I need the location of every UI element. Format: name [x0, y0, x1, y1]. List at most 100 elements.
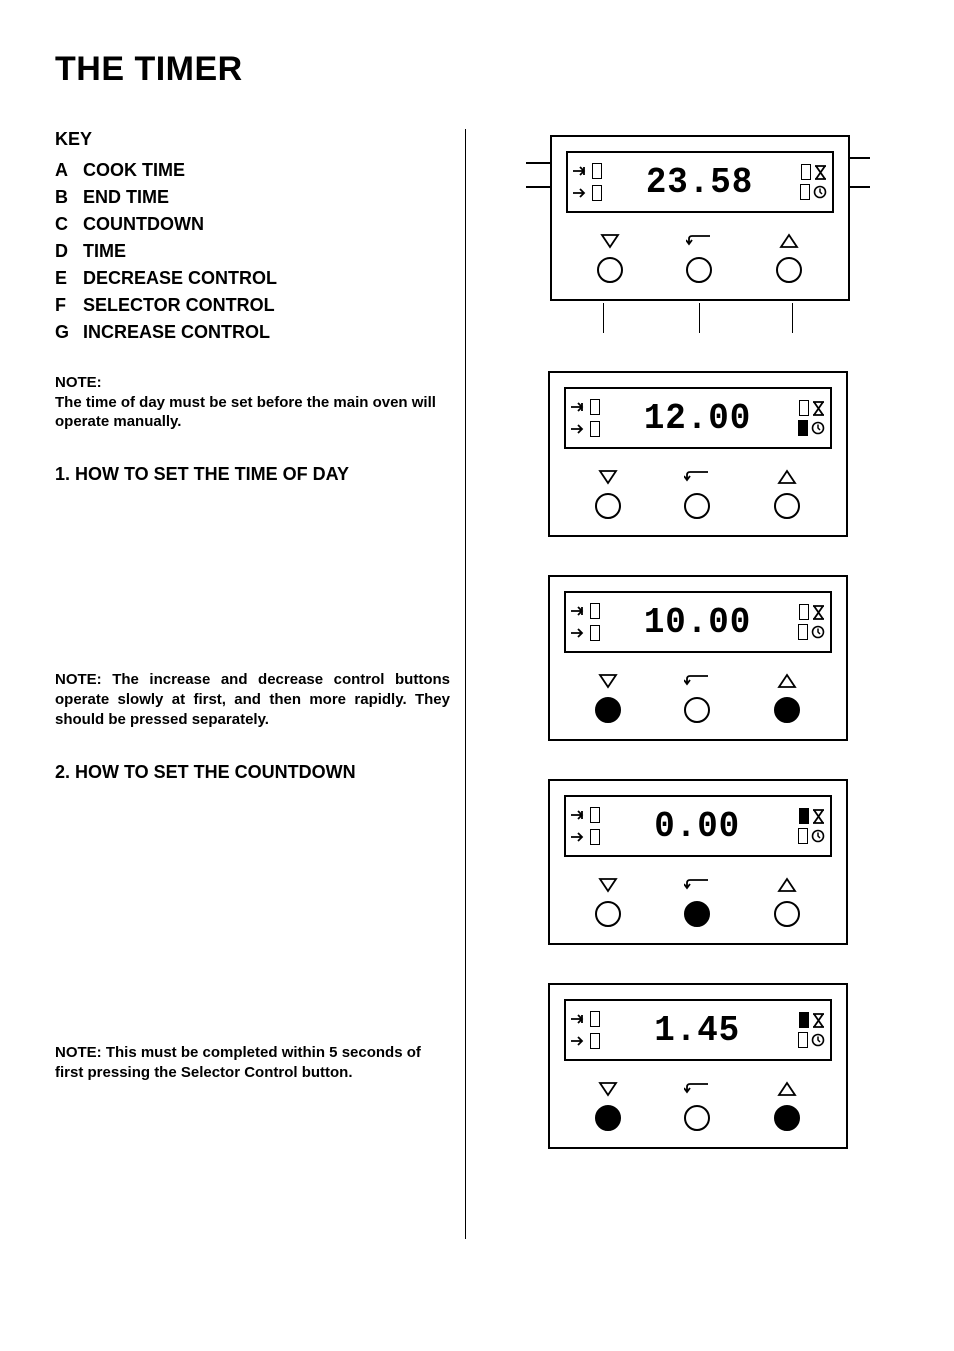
endtime-indicator: [590, 421, 600, 437]
increase-icon: [777, 469, 797, 485]
cooktime-indicator: [592, 163, 602, 179]
cooktime-indicator: [590, 603, 600, 619]
decrease-button[interactable]: [595, 1105, 621, 1131]
timer-display: 12.00: [564, 387, 832, 449]
time-value: 23.58: [646, 162, 753, 203]
time-indicator: [800, 184, 810, 200]
note-1: NOTE: The time of day must be set before…: [55, 373, 450, 432]
decrease-button[interactable]: [595, 493, 621, 519]
decrease-icon: [598, 469, 618, 485]
key-item: ACOOK TIME: [55, 160, 450, 181]
hourglass-icon: [812, 605, 825, 620]
increase-button[interactable]: [776, 257, 802, 283]
cooktime-arrow-icon: [571, 1013, 587, 1025]
countdown-indicator: [799, 604, 809, 620]
countdown-indicator: [799, 400, 809, 416]
cooktime-indicator: [590, 807, 600, 823]
endtime-arrow-icon: [571, 1035, 587, 1047]
key-item: GINCREASE CONTROL: [55, 322, 450, 343]
endtime-indicator: [590, 625, 600, 641]
endtime-arrow-icon: [571, 627, 587, 639]
timer-display: 10.00: [564, 591, 832, 653]
selector-icon: [686, 233, 712, 249]
time-value: 10.00: [644, 602, 751, 643]
timer-display: 0.00: [564, 795, 832, 857]
decrease-icon: [600, 233, 620, 249]
key-item: FSELECTOR CONTROL: [55, 295, 450, 316]
timer-panel: 10.00: [548, 575, 848, 741]
endtime-indicator: [590, 829, 600, 845]
increase-icon: [777, 1081, 797, 1097]
clock-icon: [811, 421, 825, 435]
selector-button[interactable]: [684, 1105, 710, 1131]
decrease-button[interactable]: [595, 697, 621, 723]
note-3: NOTE: This must be completed within 5 se…: [55, 1043, 450, 1082]
cooktime-arrow-icon: [571, 605, 587, 617]
endtime-indicator: [590, 1033, 600, 1049]
timer-display: 23.58: [566, 151, 834, 213]
countdown-indicator: [799, 808, 809, 824]
endtime-indicator: [592, 185, 602, 201]
section-2-heading: 2. HOW TO SET THE COUNTDOWN: [55, 762, 450, 783]
cooktime-arrow-icon: [571, 809, 587, 821]
right-column: 23.58: [466, 129, 899, 1239]
decrease-icon: [598, 877, 618, 893]
selector-button[interactable]: [684, 493, 710, 519]
increase-button[interactable]: [774, 901, 800, 927]
increase-button[interactable]: [774, 1105, 800, 1131]
time-indicator: [798, 624, 808, 640]
key-item: CCOUNTDOWN: [55, 214, 450, 235]
key-item: BEND TIME: [55, 187, 450, 208]
clock-icon: [811, 1033, 825, 1047]
timer-display: 1.45: [564, 999, 832, 1061]
hourglass-icon: [812, 401, 825, 416]
selector-button[interactable]: [684, 697, 710, 723]
increase-icon: [777, 673, 797, 689]
page-title: THE TIMER: [55, 50, 899, 89]
increase-button[interactable]: [774, 697, 800, 723]
hourglass-icon: [814, 165, 827, 180]
timer-panel: 1.45: [548, 983, 848, 1149]
cooktime-indicator: [590, 399, 600, 415]
selector-icon: [684, 673, 710, 689]
time-indicator: [798, 420, 808, 436]
display-left-indicators: [568, 153, 613, 211]
selector-icon: [684, 877, 710, 893]
countdown-indicator: [799, 1012, 809, 1028]
note-2: NOTE: The increase and decrease control …: [55, 670, 450, 731]
timer-panel-1-wrap: 23.58: [526, 129, 870, 333]
endtime-arrow-icon: [571, 831, 587, 843]
timer-panel: 23.58: [550, 135, 850, 301]
decrease-button[interactable]: [595, 901, 621, 927]
cooktime-arrow-icon: [571, 401, 587, 413]
selector-button[interactable]: [686, 257, 712, 283]
key-heading: KEY: [55, 129, 450, 150]
selector-icon: [684, 1081, 710, 1097]
clock-icon: [813, 185, 827, 199]
left-column: KEY ACOOK TIME BEND TIME CCOUNTDOWN DTIM…: [55, 129, 465, 1239]
two-column-layout: KEY ACOOK TIME BEND TIME CCOUNTDOWN DTIM…: [55, 129, 899, 1239]
timer-panel: 12.00: [548, 371, 848, 537]
decrease-icon: [598, 1081, 618, 1097]
time-value: 0.00: [655, 806, 741, 847]
hourglass-icon: [812, 1013, 825, 1028]
decrease-button[interactable]: [597, 257, 623, 283]
key-list: ACOOK TIME BEND TIME CCOUNTDOWN DTIME ED…: [55, 160, 450, 343]
timer-panel: 0.00: [548, 779, 848, 945]
clock-icon: [811, 829, 825, 843]
time-indicator: [798, 1032, 808, 1048]
increase-icon: [777, 877, 797, 893]
buttons-row: [566, 233, 834, 283]
cooktime-arrow-icon: [573, 165, 589, 177]
cooktime-indicator: [590, 1011, 600, 1027]
increase-button[interactable]: [774, 493, 800, 519]
increase-icon: [779, 233, 799, 249]
selector-button[interactable]: [684, 901, 710, 927]
key-item: EDECREASE CONTROL: [55, 268, 450, 289]
time-value: 12.00: [644, 398, 751, 439]
decrease-icon: [598, 673, 618, 689]
document-page: THE TIMER KEY ACOOK TIME BEND TIME CCOUN…: [0, 0, 954, 1279]
endtime-arrow-icon: [571, 423, 587, 435]
time-indicator: [798, 828, 808, 844]
endtime-arrow-icon: [573, 187, 589, 199]
